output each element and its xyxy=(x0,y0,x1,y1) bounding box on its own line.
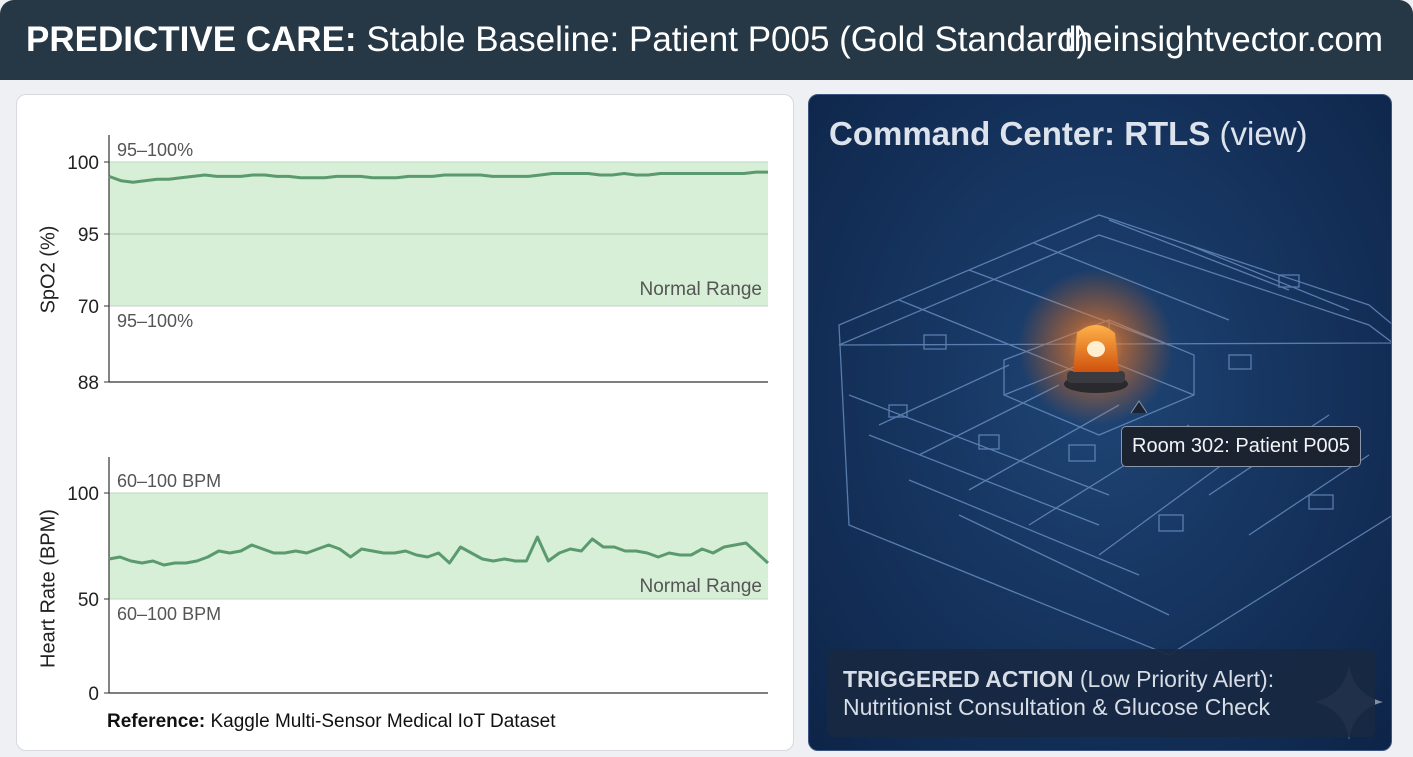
site-url[interactable]: theinsightvector.com xyxy=(1063,20,1383,59)
spo2-band-label-bottom: 95–100% xyxy=(117,311,193,331)
spo2-tick-label: 100 xyxy=(67,153,99,174)
reference-text: Kaggle Multi-Sensor Medical IoT Dataset xyxy=(210,711,556,732)
spo2-series-line xyxy=(108,170,768,184)
charts-panel: 100 95 70 88 95–100% 95–100% Normal Rang… xyxy=(16,94,794,751)
page-title: PREDICTIVE CARE: Stable Baseline: Patien… xyxy=(26,20,1088,60)
room-tooltip[interactable]: Room 302: Patient P005 xyxy=(1121,426,1361,467)
spo2-tick-label: 70 xyxy=(78,297,99,318)
hr-band-label-bottom: 60–100 BPM xyxy=(117,604,221,624)
triggered-action-box: TRIGGERED ACTION (Low Priority Alert): N… xyxy=(827,649,1375,737)
hr-tick-label: 100 xyxy=(67,484,99,505)
action-heading-bold: TRIGGERED ACTION xyxy=(843,666,1074,692)
hr-tick-label: 0 xyxy=(88,684,99,705)
alarm-beacon-icon[interactable] xyxy=(1064,325,1128,393)
command-center-panel: Command Center: RTLS (view) Room 302: Pa… xyxy=(808,94,1392,751)
page-title-rest: Stable Baseline: Patient P005 (Gold Stan… xyxy=(366,20,1089,59)
spo2-y-axis-label: SpO2 (%) xyxy=(37,225,60,314)
spo2-range-label: Normal Range xyxy=(640,279,763,300)
hr-range-label: Normal Range xyxy=(640,576,763,597)
command-center-title-bold: Command Center: RTLS xyxy=(829,115,1211,152)
hr-band-label-top: 60–100 BPM xyxy=(117,471,221,491)
hr-tick-label: 50 xyxy=(78,590,99,611)
command-center-title-rest: (view) xyxy=(1219,115,1308,152)
page-title-bold: PREDICTIVE CARE: xyxy=(26,20,357,59)
hr-series-line xyxy=(108,535,770,567)
hr-y-axis-label: Heart Rate (BPM) xyxy=(37,509,60,668)
spo2-tick-label: 88 xyxy=(78,373,99,394)
action-priority: (Low Priority Alert): xyxy=(1079,666,1275,692)
action-heading: TRIGGERED ACTION (Low Priority Alert): xyxy=(843,665,1359,693)
command-center-title: Command Center: RTLS (view) xyxy=(829,115,1308,153)
charts-svg: 100 95 70 88 95–100% 95–100% Normal Rang… xyxy=(67,135,770,705)
spo2-tick-label: 95 xyxy=(78,225,99,246)
header-bar: PREDICTIVE CARE: Stable Baseline: Patien… xyxy=(0,0,1413,80)
reference-note: Reference: Kaggle Multi-Sensor Medical I… xyxy=(107,711,555,733)
reference-bold: Reference: xyxy=(107,711,206,732)
spo2-band-label-top: 95–100% xyxy=(117,140,193,160)
action-detail: Nutritionist Consultation & Glucose Chec… xyxy=(843,694,1270,720)
hr-normal-band xyxy=(109,493,768,599)
